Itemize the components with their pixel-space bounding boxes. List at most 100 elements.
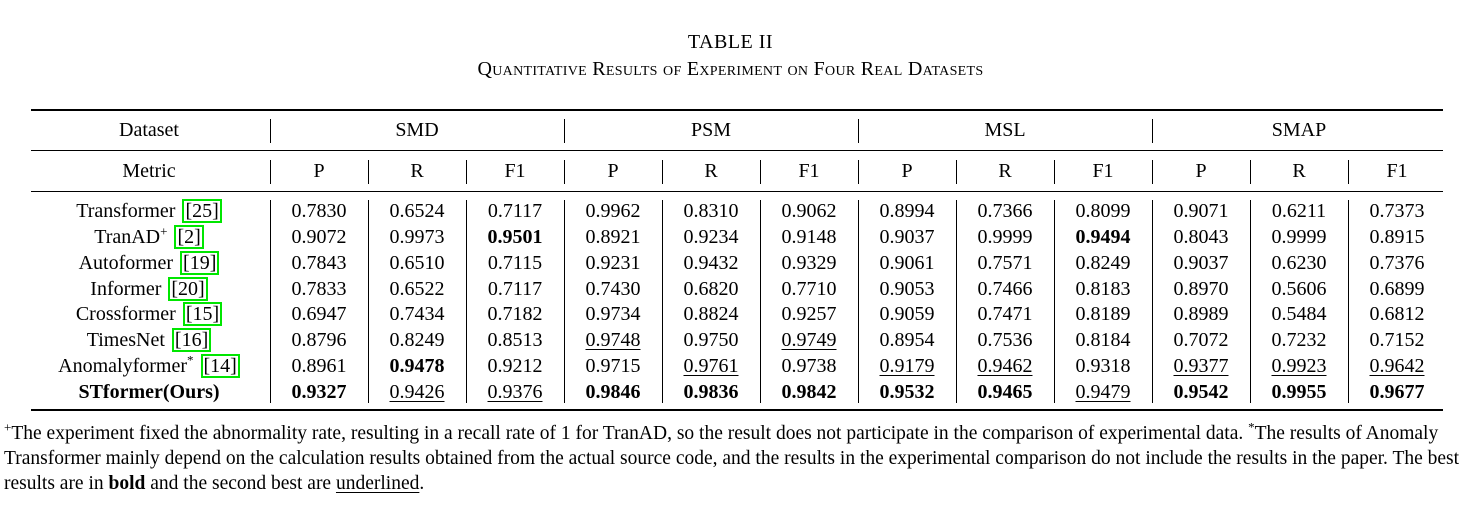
metric-separator — [858, 160, 859, 184]
citation-bracket: ] — [212, 303, 220, 325]
table-cell: 0.7830 — [291, 200, 347, 222]
metric-separator — [1348, 160, 1349, 184]
table-cell: 0.9062 — [781, 200, 837, 222]
metric-separator — [956, 160, 957, 184]
top-rule — [31, 109, 1443, 111]
column-separator — [1054, 200, 1055, 403]
table-cell: 0.8994 — [879, 200, 935, 222]
metric-header: Metric — [122, 160, 176, 182]
dataset-separator — [1152, 119, 1153, 143]
table-cell: 0.9061 — [879, 252, 935, 274]
metric-separator — [760, 160, 761, 184]
table-cell: 0.9462 — [977, 355, 1033, 377]
table-cell: 0.9749 — [781, 329, 837, 351]
method-name: TimesNet [16] — [29, 328, 269, 352]
method-label: Autoformer — [78, 252, 174, 274]
citation-bracket: ] — [209, 252, 217, 274]
table-cell: 0.7571 — [977, 252, 1033, 274]
method-label: TranAD — [94, 226, 161, 248]
citation-number: 16 — [181, 329, 202, 351]
table-cell: 0.9478 — [389, 355, 445, 377]
citation-link[interactable]: [19] — [180, 251, 220, 275]
dataset-psm: PSM — [690, 119, 732, 141]
dataset-smap: SMAP — [1271, 119, 1327, 141]
table-cell: 0.9734 — [585, 303, 641, 325]
table-cell: 0.8183 — [1075, 278, 1131, 300]
table-cell: 0.9432 — [683, 252, 739, 274]
metric-f1: F1 — [1092, 160, 1114, 182]
table-cell: 0.8915 — [1369, 226, 1425, 248]
table-cell: 0.9501 — [487, 226, 543, 248]
column-separator — [760, 200, 761, 403]
citation-bracket: [ — [185, 200, 193, 222]
table-cell: 0.9738 — [781, 355, 837, 377]
table-cell: 0.9071 — [1173, 200, 1229, 222]
metric-p: P — [1195, 160, 1207, 182]
bottom-rule — [31, 409, 1443, 411]
table-cell: 0.9962 — [585, 200, 641, 222]
table-title: Quantitative Results of Experiment on Fo… — [477, 58, 984, 80]
citation-link[interactable]: [20] — [168, 277, 208, 301]
method-name: TranAD+ [2] — [29, 224, 269, 249]
table-cell: 0.8184 — [1075, 329, 1131, 351]
dataset-smd: SMD — [395, 119, 439, 141]
table-cell: 0.9377 — [1173, 355, 1229, 377]
metric-p: P — [607, 160, 619, 182]
metric-separator — [1152, 160, 1153, 184]
footnote-best-pre: The best results are in — [4, 448, 1460, 494]
table-cell: 0.7376 — [1369, 252, 1425, 274]
table-cell: 0.7072 — [1173, 329, 1229, 351]
method-label: Crossformer — [75, 303, 176, 325]
column-separator — [1152, 200, 1153, 403]
table-cell: 0.9999 — [977, 226, 1033, 248]
citation-bracket: ] — [198, 278, 205, 300]
table-cell: 0.6820 — [683, 278, 739, 300]
table-cell: 0.8249 — [389, 329, 445, 351]
table-cell: 0.8189 — [1075, 303, 1131, 325]
table-cell: 0.9053 — [879, 278, 935, 300]
table-cell: 0.6211 — [1271, 200, 1327, 222]
table-cell: 0.9750 — [683, 329, 739, 351]
header-rule-1 — [31, 150, 1443, 151]
table-cell: 0.8961 — [291, 355, 347, 377]
table-cell: 0.9923 — [1271, 355, 1327, 377]
citation-link[interactable]: [14] — [200, 354, 240, 378]
method-mark: * — [187, 352, 194, 368]
table-cell: 0.5606 — [1271, 278, 1327, 300]
method-label: TimesNet — [86, 329, 165, 351]
footnote-end: . — [419, 473, 425, 494]
citation-link[interactable]: [2] — [174, 225, 204, 249]
method-label: Transformer — [76, 200, 176, 222]
table-cell: 0.8310 — [683, 200, 739, 222]
table-cell: 0.7434 — [389, 303, 445, 325]
star-mark: * — [1248, 419, 1255, 435]
citation-number: 15 — [192, 303, 213, 325]
citation-link[interactable]: [16] — [171, 328, 212, 352]
table-cell: 0.9748 — [585, 329, 641, 351]
table-cell: 0.9059 — [879, 303, 935, 325]
citation-link[interactable]: [25] — [182, 199, 222, 223]
table-cell: 0.9999 — [1271, 226, 1327, 248]
table-cell: 0.9677 — [1369, 381, 1425, 403]
citation-bracket: [ — [177, 226, 185, 248]
table-cell: 0.9257 — [781, 303, 837, 325]
table-cell: 0.7373 — [1369, 200, 1425, 222]
footnote: +The experiment fixed the abnormality ra… — [4, 421, 1460, 496]
table-cell: 0.8513 — [487, 329, 543, 351]
table-cell: 0.9479 — [1075, 381, 1131, 403]
metric-separator — [1054, 160, 1055, 184]
table-cell: 0.7117 — [487, 200, 543, 222]
metric-f1: F1 — [1386, 160, 1408, 182]
method-name: Anomalyformer* [14] — [29, 352, 269, 378]
table-cell: 0.6947 — [291, 303, 347, 325]
metric-separator — [564, 160, 565, 184]
table-cell: 0.9542 — [1173, 381, 1229, 403]
table-cell: 0.9955 — [1271, 381, 1327, 403]
table-cell: 0.9231 — [585, 252, 641, 274]
column-separator — [270, 200, 271, 403]
table-cell: 0.9842 — [781, 381, 837, 403]
citation-number: 14 — [210, 355, 231, 377]
table-cell: 0.7117 — [487, 278, 543, 300]
table-cell: 0.8954 — [879, 329, 935, 351]
citation-link[interactable]: [15] — [182, 302, 223, 326]
